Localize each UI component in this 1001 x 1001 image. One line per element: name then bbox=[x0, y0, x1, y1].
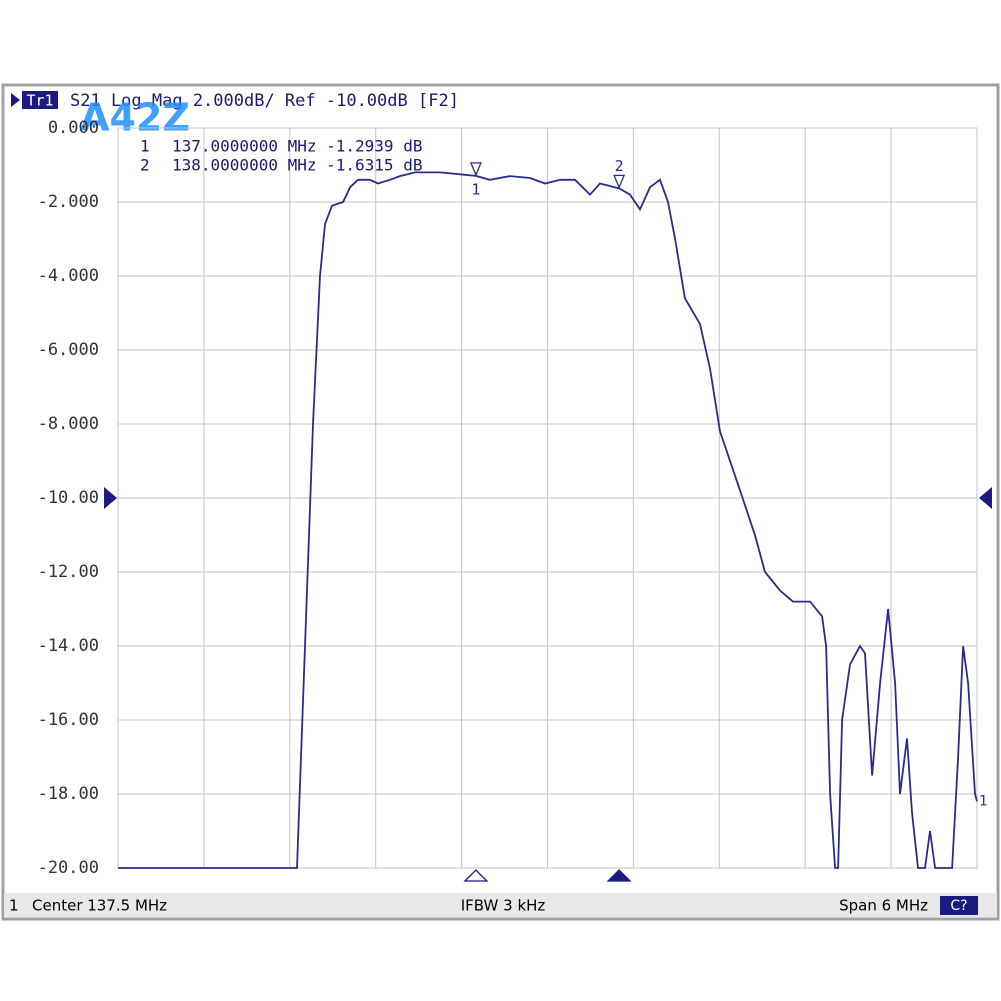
trace-end-label: 1 bbox=[979, 793, 987, 809]
marker-label: 1 bbox=[471, 180, 480, 198]
trace-arrow bbox=[11, 93, 20, 107]
y-tick-label: -6.000 bbox=[38, 340, 99, 360]
footer-ifbw: IFBW 3 kHz bbox=[461, 897, 546, 915]
trace-id-box bbox=[22, 91, 58, 109]
footer-status: C? bbox=[950, 898, 967, 914]
marker-stimulus bbox=[606, 869, 632, 882]
trace-id: Tr1 bbox=[26, 92, 53, 110]
y-tick-label: -16.00 bbox=[38, 710, 99, 730]
y-tick-label: -12.00 bbox=[38, 562, 99, 582]
y-tick-label: -4.000 bbox=[38, 266, 99, 286]
marker-label: 2 bbox=[615, 157, 624, 175]
footer-center: Center 137.5 MHz bbox=[32, 897, 167, 915]
trace-line bbox=[118, 171, 978, 869]
chart-title: S21 Log Mag 2.000dB/ Ref -10.00dB [F2] bbox=[70, 91, 459, 111]
status-box bbox=[940, 896, 978, 915]
ref-arrow-left bbox=[104, 487, 117, 509]
readout-index: 2 bbox=[140, 156, 150, 175]
footer-channel: 1 bbox=[9, 897, 19, 915]
y-tick-label: -14.00 bbox=[38, 636, 99, 656]
ref-arrow-right bbox=[979, 487, 992, 509]
marker-stimulus bbox=[463, 869, 489, 882]
y-tick-label: -8.000 bbox=[38, 414, 99, 434]
readout-index: 1 bbox=[140, 137, 150, 156]
marker-readout: 138.0000000 MHz -1.6315 dB bbox=[172, 156, 422, 175]
y-tick-label: 0.000 bbox=[48, 118, 99, 138]
watermark: A42Z bbox=[80, 96, 190, 140]
y-tick-label: -10.00 bbox=[38, 488, 99, 508]
marker-readout: 137.0000000 MHz -1.2939 dB bbox=[172, 137, 422, 156]
marker-triangle bbox=[469, 162, 482, 177]
marker-triangle bbox=[613, 174, 626, 190]
footer-bar bbox=[4, 893, 997, 917]
y-tick-label: -2.000 bbox=[38, 192, 99, 212]
y-tick-label: -20.00 bbox=[38, 858, 99, 878]
footer-span: Span 6 MHz bbox=[839, 897, 928, 915]
y-tick-label: -18.00 bbox=[38, 784, 99, 804]
